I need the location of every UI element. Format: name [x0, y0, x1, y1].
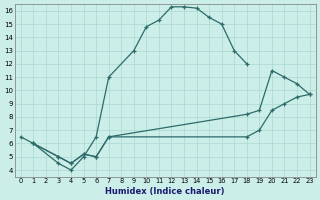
X-axis label: Humidex (Indice chaleur): Humidex (Indice chaleur): [106, 187, 225, 196]
